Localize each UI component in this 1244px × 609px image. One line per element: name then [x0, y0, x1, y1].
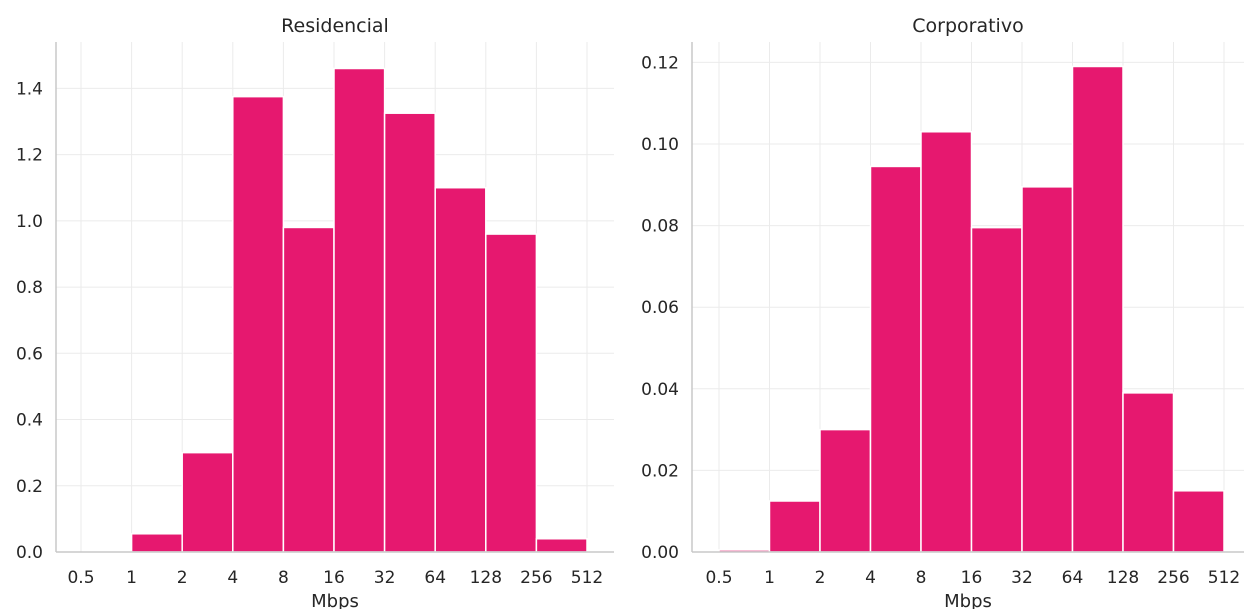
- histogram-bar: [434, 186, 487, 553]
- y-tick-label: 0.08: [641, 217, 679, 237]
- y-tick-label: 0.06: [641, 298, 679, 318]
- x-tick-label: 0.5: [705, 568, 732, 588]
- histogram-bar: [1122, 392, 1175, 553]
- y-tick-label: 0.02: [641, 461, 679, 481]
- y-tick-label: 0.2: [16, 477, 43, 497]
- histogram-bar: [383, 112, 436, 553]
- y-tick-label: 1.4: [16, 79, 43, 99]
- histogram-bar: [232, 95, 285, 553]
- histogram-bar: [768, 500, 821, 553]
- x-tick-label: 256: [1157, 568, 1189, 588]
- chart-title: Corporativo: [912, 15, 1023, 37]
- histogram-bar: [970, 226, 1023, 553]
- x-tick-label: 256: [520, 568, 552, 588]
- chart-title: Residencial: [281, 15, 389, 37]
- x-tick-label: 1: [126, 568, 137, 588]
- x-axis-label: Mbps: [311, 591, 359, 609]
- x-tick-label: 128: [470, 568, 502, 588]
- histogram-bar: [1021, 186, 1074, 553]
- x-tick-label: 64: [1062, 568, 1084, 588]
- y-tick-label: 1.2: [16, 146, 43, 166]
- x-tick-label: 512: [571, 568, 603, 588]
- x-tick-label: 16: [323, 568, 345, 588]
- histogram-bar: [333, 67, 386, 553]
- histogram-bar: [819, 428, 872, 553]
- histogram-bar: [1172, 490, 1225, 553]
- histogram-bar: [920, 131, 973, 553]
- x-tick-label: 128: [1107, 568, 1139, 588]
- x-tick-label: 32: [374, 568, 396, 588]
- x-tick-label: 4: [227, 568, 238, 588]
- y-tick-label: 0.10: [641, 135, 679, 155]
- x-tick-label: 1: [764, 568, 775, 588]
- y-tick-label: 0.4: [16, 411, 43, 431]
- x-tick-label: 8: [916, 568, 927, 588]
- histogram-bar: [282, 226, 335, 553]
- y-tick-label: 1.0: [16, 212, 43, 232]
- y-tick-label: 0.6: [16, 344, 43, 364]
- x-tick-label: 64: [424, 568, 446, 588]
- residencial-chart: Residencial Mbps 0.0 0.2 0.4 0.6 0.8 1.0 1.2 1.…: [16, 15, 614, 609]
- x-tick-label: 32: [1011, 568, 1033, 588]
- x-axis-label: Mbps: [944, 591, 992, 609]
- histogram-bar: [485, 233, 538, 553]
- histogram-bar: [535, 538, 588, 553]
- histogram-bar: [130, 533, 183, 553]
- y-tick-label: 0.00: [641, 543, 679, 563]
- y-tick-label: 0.0: [16, 543, 43, 563]
- y-tick-label: 0.8: [16, 278, 43, 298]
- x-tick-label: 8: [278, 568, 289, 588]
- histogram-bar: [869, 165, 922, 553]
- histogram-bar: [181, 451, 234, 553]
- x-tick-label: 16: [961, 568, 983, 588]
- x-tick-label: 4: [865, 568, 876, 588]
- x-tick-label: 0.5: [67, 568, 94, 588]
- histogram-bar: [1071, 65, 1124, 553]
- x-tick-label: 512: [1208, 568, 1240, 588]
- x-tick-label: 2: [815, 568, 826, 588]
- y-tick-label: 0.12: [641, 53, 679, 73]
- y-tick-label: 0.04: [641, 380, 679, 400]
- x-tick-label: 2: [177, 568, 188, 588]
- corporativo-chart: Corporativo Mbps 0.00 0.02 0.04 0.06 0.08 0.1…: [641, 15, 1244, 609]
